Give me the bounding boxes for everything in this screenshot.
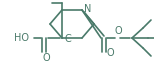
Text: N: N <box>84 4 92 14</box>
Text: O: O <box>106 48 114 58</box>
Text: O: O <box>114 26 122 36</box>
Text: HO: HO <box>14 33 29 43</box>
Text: O: O <box>42 53 50 63</box>
Text: C: C <box>65 34 71 44</box>
